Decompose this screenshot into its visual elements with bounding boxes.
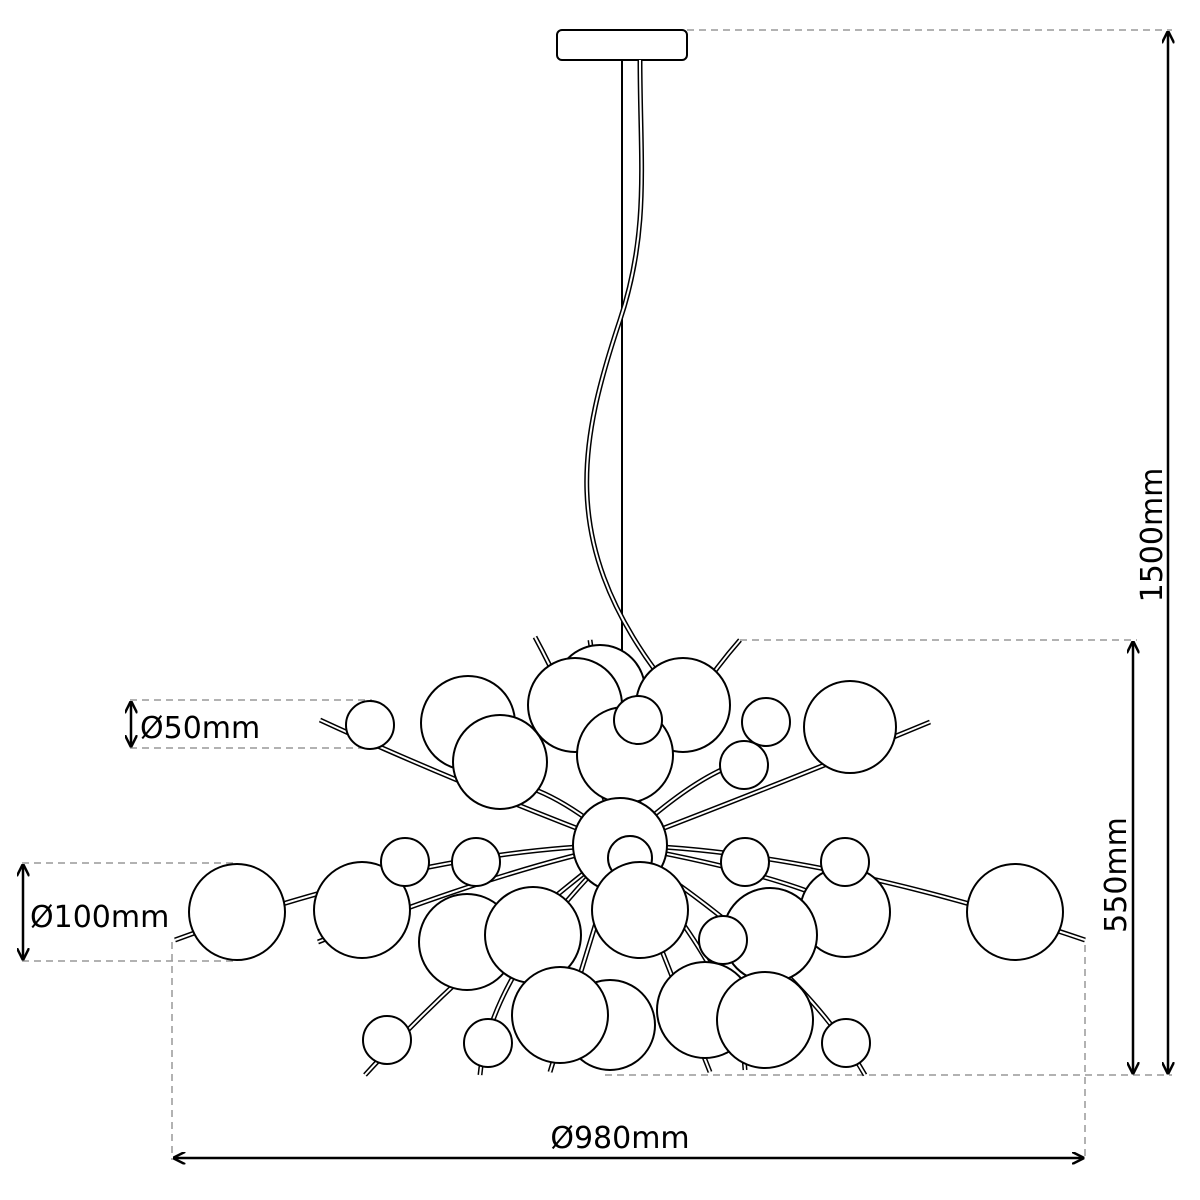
small-glass-sphere [698, 915, 748, 965]
dimension-arrows [23, 32, 1168, 1158]
ceiling-canopy [556, 29, 688, 61]
lamp-spheres [188, 644, 1064, 1071]
overall-diameter-label: Ø980mm [550, 1121, 689, 1156]
small-glass-sphere [719, 740, 769, 790]
large-glass-sphere [313, 861, 411, 959]
small-glass-sphere [380, 837, 430, 887]
small-sphere-diameter-label: Ø50mm [140, 711, 260, 746]
large-glass-sphere [452, 714, 548, 810]
small-glass-sphere [613, 695, 663, 745]
small-glass-sphere [821, 1018, 871, 1068]
large-glass-sphere [188, 863, 286, 961]
large-glass-sphere [716, 971, 814, 1069]
large-sphere-diameter-label: Ø100mm [30, 900, 169, 935]
power-cable [584, 59, 658, 672]
small-glass-sphere [362, 1015, 412, 1065]
dimension-leaders [22, 29, 1172, 1160]
small-glass-sphere [720, 837, 770, 887]
large-glass-sphere [591, 861, 689, 959]
small-glass-sphere [345, 700, 395, 750]
large-glass-sphere [803, 680, 897, 774]
small-glass-sphere [741, 697, 791, 747]
small-glass-sphere [463, 1018, 513, 1068]
body-height-label: 550mm [1099, 817, 1134, 933]
large-glass-sphere [511, 966, 609, 1064]
small-glass-sphere [451, 837, 501, 887]
small-glass-sphere [820, 837, 870, 887]
total-height-label: 1500mm [1135, 468, 1170, 603]
large-glass-sphere [966, 863, 1064, 961]
